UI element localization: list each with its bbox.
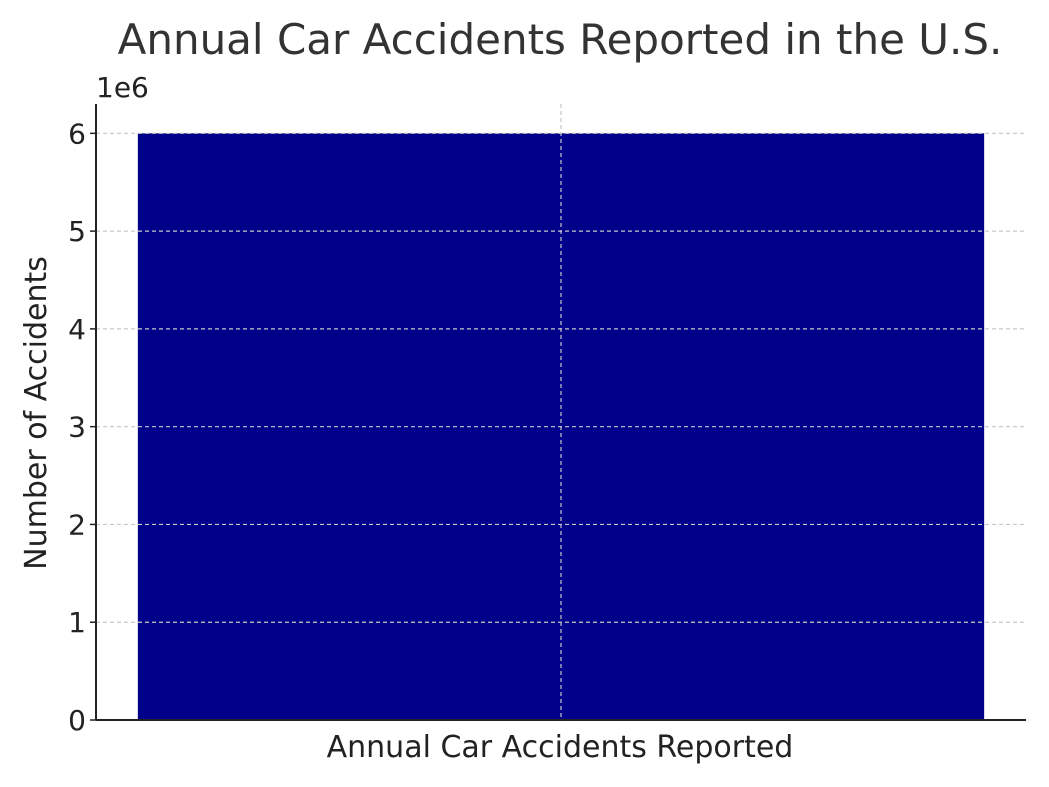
y-tick-label: 1 [68, 606, 86, 639]
y-tick-label: 3 [68, 411, 86, 444]
y-axis-label: Number of Accidents [19, 256, 54, 570]
y-tick-label: 2 [68, 508, 86, 541]
y-tick-label: 4 [68, 313, 86, 346]
x-axis-label: Annual Car Accidents Reported [327, 730, 794, 765]
y-axis-offset-label: 1e6 [96, 71, 149, 104]
y-ticks-layer: 0 1 2 3 4 5 6 [68, 117, 96, 737]
chart-title: Annual Car Accidents Reported in the U.S… [118, 15, 1003, 64]
y-tick-label: 5 [68, 215, 86, 248]
axes-layer [95, 104, 1026, 721]
grid-layer [96, 104, 1026, 720]
y-tick-label: 6 [68, 117, 86, 150]
y-tick-label: 0 [68, 704, 86, 737]
